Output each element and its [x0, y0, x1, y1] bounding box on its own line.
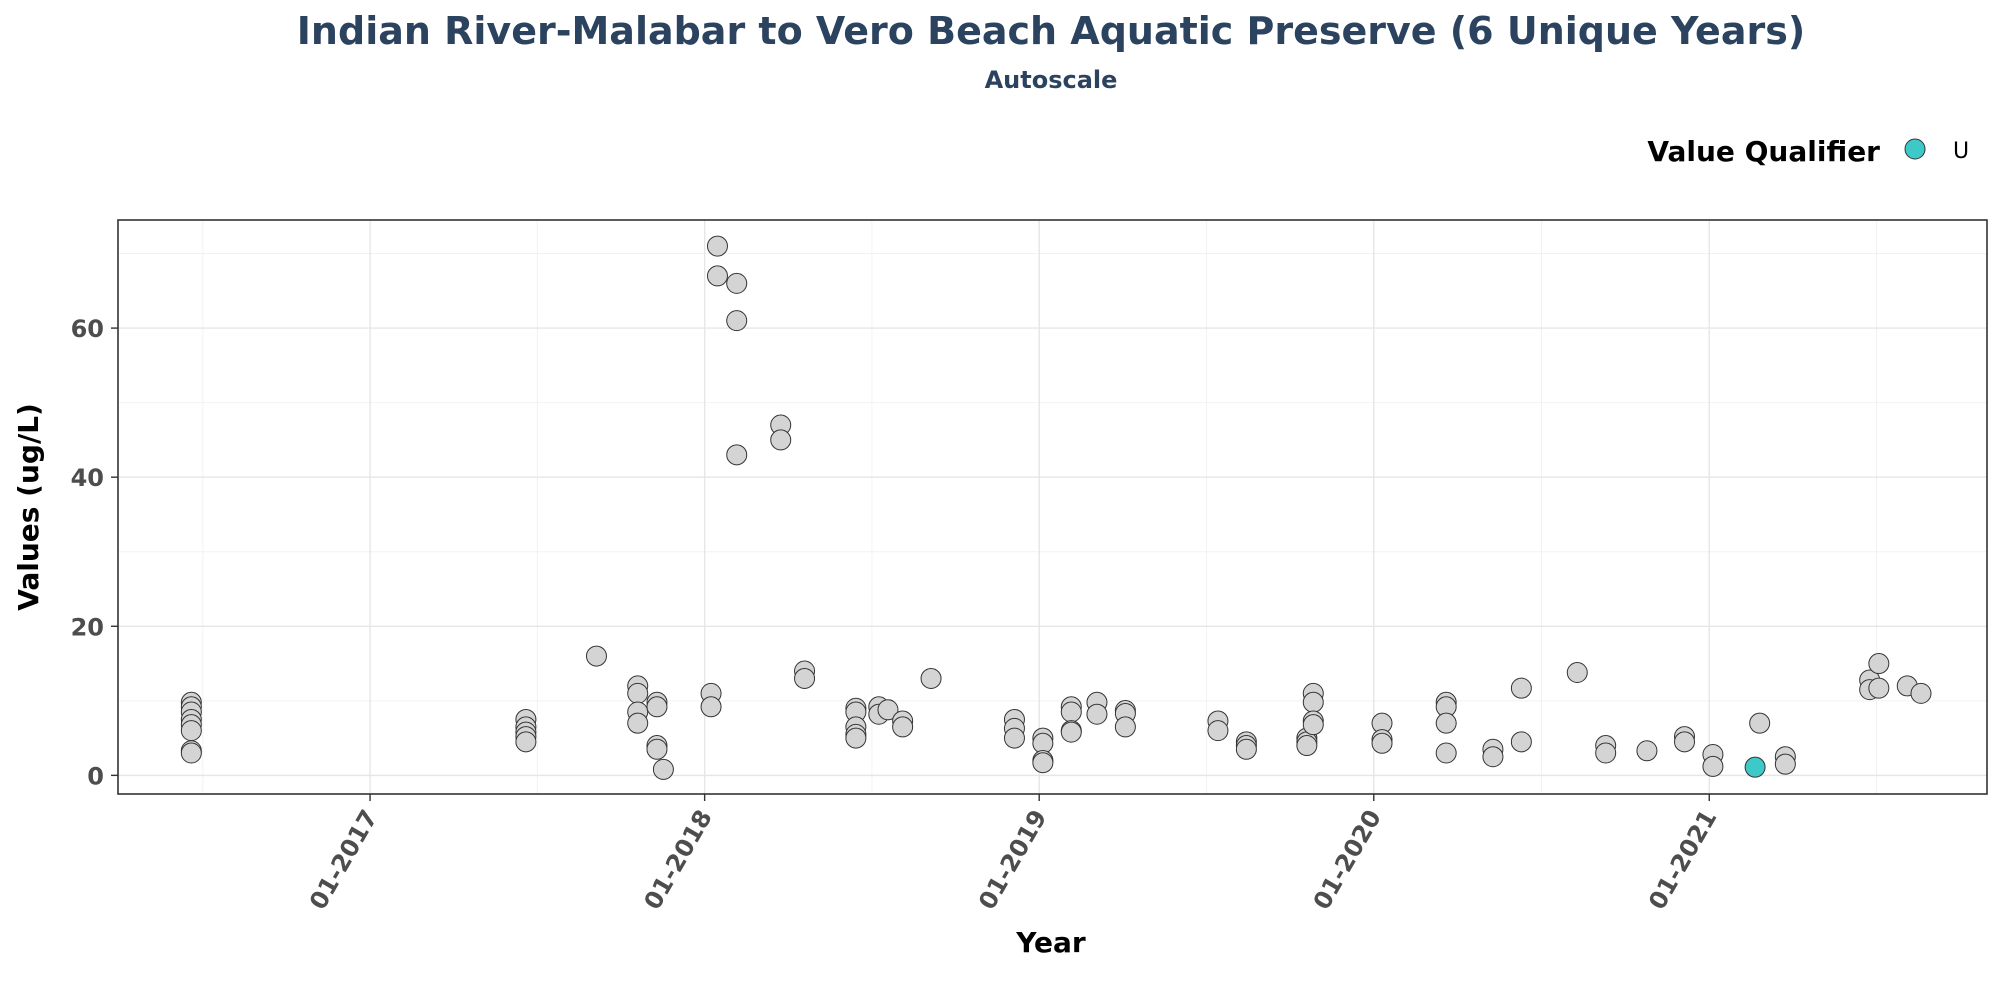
- data-point: [1910, 682, 1932, 704]
- y-tick-label: 0: [87, 762, 104, 790]
- data-point: [1060, 721, 1082, 743]
- data-point: [1774, 753, 1796, 775]
- data-point: [1114, 716, 1136, 738]
- data-point: [1749, 712, 1771, 734]
- data-point: [1086, 703, 1108, 725]
- data-point: [1510, 677, 1532, 699]
- y-tick-label: 40: [71, 464, 104, 492]
- legend-title: Value Qualifier: [1647, 135, 1880, 168]
- data-point: [1674, 731, 1696, 753]
- data-point: [515, 731, 537, 753]
- data-point: [1235, 738, 1257, 760]
- data-point: [726, 310, 748, 332]
- panel-border: [117, 219, 1988, 795]
- data-point: [920, 667, 942, 689]
- data-point: [627, 682, 649, 704]
- data-point: [1868, 653, 1890, 675]
- grid-major: [118, 220, 1987, 794]
- data-point: [706, 265, 728, 287]
- data-point: [700, 696, 722, 718]
- data-point: [652, 758, 674, 780]
- data-point: [646, 738, 668, 760]
- data-point: [1868, 677, 1890, 699]
- data-point: [180, 720, 202, 742]
- data-point: [726, 444, 748, 466]
- data-point: [585, 645, 607, 667]
- data-point: [1510, 731, 1532, 753]
- data-point: [1207, 720, 1229, 742]
- x-tick-label: 01-2021: [1643, 805, 1722, 914]
- data-points: [180, 235, 1932, 780]
- x-tick-label: 01-2019: [973, 805, 1052, 914]
- x-axis-title: Year: [1015, 926, 1086, 959]
- data-point: [1302, 691, 1324, 713]
- data-point: [1371, 732, 1393, 754]
- data-point: [1595, 742, 1617, 764]
- x-tick-label: 01-2017: [304, 805, 383, 914]
- data-point: [1302, 714, 1324, 736]
- data-point: [845, 727, 867, 749]
- data-point-u: [1744, 756, 1766, 778]
- data-point: [1435, 742, 1457, 764]
- data-point: [646, 696, 668, 718]
- data-point: [1435, 712, 1457, 734]
- y-axis-title: Values (ug/L): [12, 403, 45, 611]
- plot-panel: [117, 219, 1988, 795]
- data-point: [180, 742, 202, 764]
- y-tick-label: 20: [71, 613, 104, 641]
- y-tick-label: 60: [71, 315, 104, 343]
- data-point: [1702, 755, 1724, 777]
- x-axis: 01-2017 01-2018 01-2019 01-2020 01-2021: [304, 794, 1722, 914]
- legend: Value Qualifier U: [1647, 135, 1969, 168]
- data-point: [1636, 740, 1658, 762]
- data-point: [706, 235, 728, 257]
- x-tick-label: 01-2018: [639, 805, 718, 914]
- data-point: [726, 272, 748, 294]
- data-point: [770, 429, 792, 451]
- y-axis: 0 20 40 60: [71, 315, 118, 790]
- x-tick-label: 01-2020: [1308, 805, 1387, 914]
- data-point: [1060, 701, 1082, 723]
- legend-label-u: U: [1953, 139, 1969, 164]
- data-point: [627, 712, 649, 734]
- data-point: [794, 667, 816, 689]
- data-point: [1482, 746, 1504, 768]
- data-point: [892, 716, 914, 738]
- data-point: [1003, 727, 1025, 749]
- data-point: [877, 699, 899, 721]
- chart-subtitle: Autoscale: [985, 66, 1118, 94]
- data-point: [1566, 661, 1588, 683]
- grid-minor: [118, 220, 1987, 794]
- legend-key-u: [1904, 138, 1926, 160]
- data-point: [1032, 752, 1054, 774]
- chart-title: Indian River-Malabar to Vero Beach Aquat…: [297, 9, 1805, 53]
- data-point: [1296, 735, 1318, 757]
